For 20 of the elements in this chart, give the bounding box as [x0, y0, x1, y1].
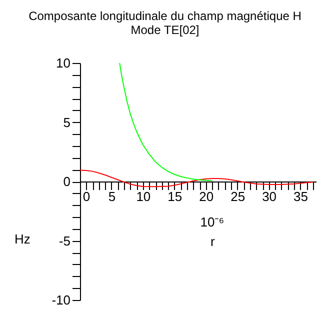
- line-series: [80, 170, 314, 188]
- x-tick-label: 10: [136, 189, 151, 204]
- annotation: 10⁻⁶: [200, 214, 224, 230]
- x-axis-title: r: [210, 234, 216, 249]
- x-tick-label: 0: [82, 189, 90, 204]
- y-tick-label: 10: [56, 56, 70, 70]
- y-tick-label: -10: [52, 292, 70, 308]
- line-series: [119, 63, 213, 182]
- chart-subtitle: Mode TE[02]: [130, 23, 200, 37]
- x-tick-label: 35: [294, 189, 308, 204]
- y-tick-label: -5: [58, 233, 70, 248]
- x-tick-label: 20: [199, 189, 214, 204]
- y-tick-label: 0: [63, 174, 70, 189]
- y-axis-title: Hz: [14, 231, 30, 246]
- x-tick-label: 25: [230, 189, 246, 204]
- y-tick-label: 5: [63, 114, 70, 130]
- x-tick-label: 30: [262, 189, 277, 204]
- chart-title: Composante longitudinale du champ magnétique H: [28, 9, 302, 23]
- x-tick-label: 15: [168, 189, 182, 204]
- x-tick-label: 5: [108, 189, 116, 204]
